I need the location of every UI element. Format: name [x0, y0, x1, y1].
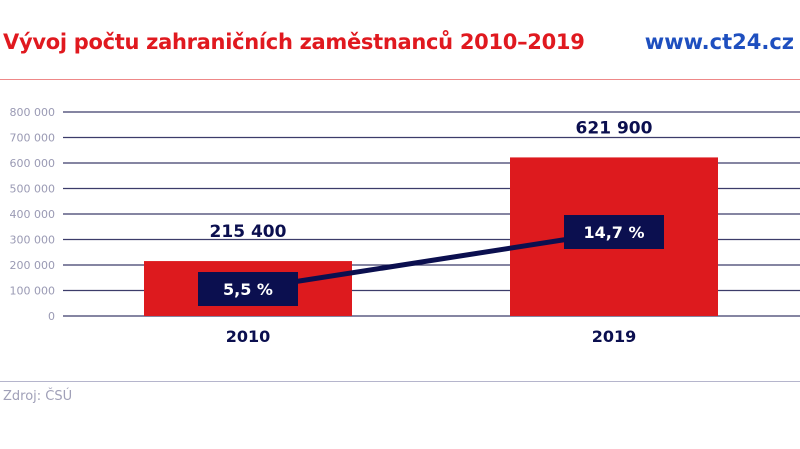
chart-title: Vývoj počtu zahraničních zaměstnanců 201… [3, 30, 585, 54]
y-tick-label: 300 000 [10, 234, 56, 247]
percentage-box [564, 215, 664, 249]
percentage-box [198, 272, 298, 306]
y-tick-label: 700 000 [10, 132, 56, 145]
y-tick-label: 400 000 [10, 208, 56, 221]
y-tick-label: 100 000 [10, 285, 56, 298]
percentage-label: 5,5 % [223, 280, 273, 299]
value-label: 215 400 [210, 222, 287, 242]
divider-bottom [0, 381, 800, 382]
divider-top [0, 79, 800, 80]
y-tick-label: 500 000 [10, 183, 56, 196]
y-tick-label: 600 000 [10, 157, 56, 170]
percentage-line [247, 229, 615, 292]
x-tick-label: 2010 [226, 327, 271, 346]
percentage-label: 14,7 % [583, 223, 644, 242]
value-label: 621 900 [576, 118, 653, 138]
source-text: Zdroj: ČSÚ [3, 389, 73, 404]
y-tick-label: 200 000 [10, 259, 56, 272]
y-tick-label: 800 000 [10, 106, 56, 119]
x-tick-label: 2019 [592, 327, 637, 346]
site-link[interactable]: www.ct24.cz [644, 30, 794, 54]
y-tick-label: 0 [48, 310, 55, 323]
